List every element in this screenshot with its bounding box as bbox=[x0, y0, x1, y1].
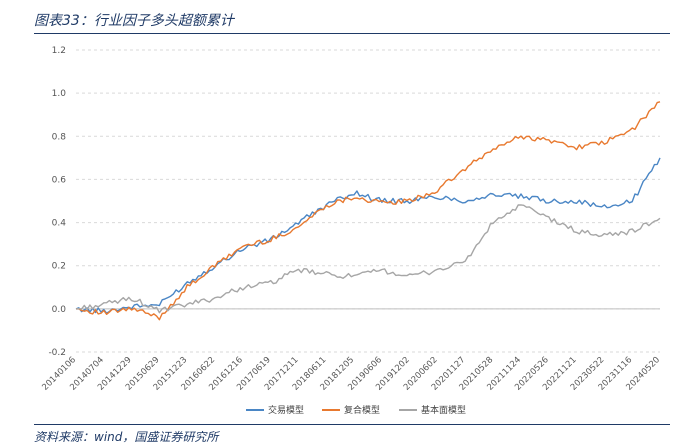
y-tick-label: 0.2 bbox=[52, 262, 66, 272]
y-tick-label: -0.2 bbox=[48, 348, 66, 358]
y-tick-label: 0.0 bbox=[52, 305, 67, 315]
title-rule bbox=[34, 33, 670, 34]
y-tick-label: 0.8 bbox=[52, 132, 67, 142]
figure-title: 图表33：行业因子多头超额累计 bbox=[34, 13, 234, 29]
axis-layer: 1.21.00.80.60.40.20.0-0.2201401062014070… bbox=[40, 46, 662, 393]
source-note: 资料来源：wind，国盛证券研究所 bbox=[34, 430, 219, 444]
y-tick-label: 0.6 bbox=[52, 175, 67, 185]
series-line-1 bbox=[75, 157, 661, 314]
y-tick-label: 1.0 bbox=[52, 89, 67, 99]
source-rule bbox=[34, 424, 670, 425]
series-line-2 bbox=[76, 101, 661, 321]
legend-label: 基本面模型 bbox=[421, 404, 466, 416]
y-tick-label: 0.4 bbox=[52, 219, 67, 229]
legend-label: 交易模型 bbox=[268, 404, 304, 416]
series-layer bbox=[75, 101, 661, 321]
series-line-3 bbox=[75, 204, 661, 314]
legend: 交易模型 复合模型 基本面模型 bbox=[246, 404, 466, 416]
legend-label: 复合模型 bbox=[344, 404, 380, 416]
y-tick-label: 1.2 bbox=[52, 46, 66, 56]
